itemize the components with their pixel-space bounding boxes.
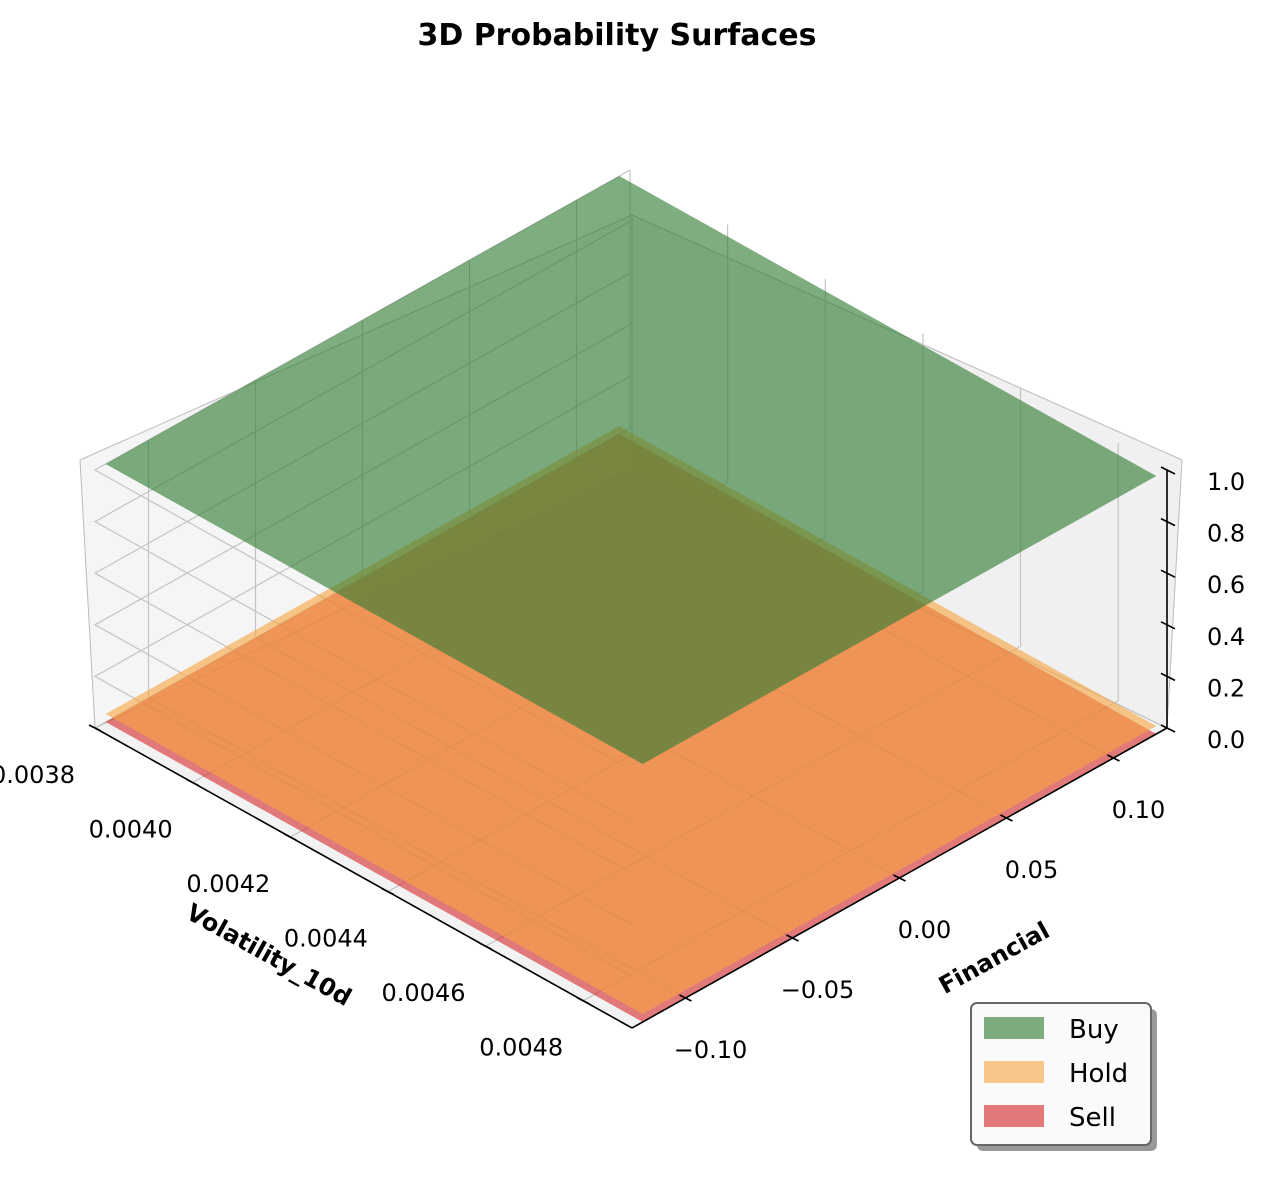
z-tick-label: 0.2 [1207,674,1245,702]
y-tick-label: −0.10 [674,1036,748,1064]
chart-title: 3D Probability Surfaces [417,18,816,53]
x-tick-label: 0.0042 [186,870,270,898]
z-tick-mark [1160,672,1176,682]
x-tick-label: 0.0040 [89,816,173,844]
x-tick-label: 0.0038 [0,761,75,789]
z-tick-label: 0.4 [1207,623,1245,651]
z-tick-mark [1160,621,1176,630]
z-tick-mark [1160,466,1176,475]
y-tick-mark [893,874,906,882]
x-tick-label: 0.0044 [284,925,368,953]
x-axis-line [94,727,633,1029]
x-tick-mark [283,833,297,841]
y-tick-label: 0.10 [1112,796,1165,824]
z-tick-mark [1160,569,1176,578]
legend-label-buy: Buy [1069,1015,1119,1045]
surface-buy [105,176,1157,764]
z-tick-label: 0.0 [1207,726,1245,754]
y-tick-mark [1000,814,1013,822]
y-tick-label: 0.00 [898,916,951,944]
legend-label-sell: Sell [1069,1103,1116,1133]
x-tick-mark [381,887,395,896]
y-tick-mark [1107,754,1120,762]
x-tick-label: 0.0048 [479,1034,563,1062]
legend-swatch-sell [984,1105,1044,1127]
z-tick-label: 0.6 [1207,571,1245,599]
y-tick-label: −0.05 [781,976,855,1004]
x-tick-mark [479,942,492,950]
y-tick-label: 0.05 [1005,856,1058,884]
legend-swatch-buy [984,1017,1044,1039]
y-tick-mark [786,934,799,942]
z-tick-label: 0.8 [1207,520,1245,548]
z-tick-mark [1160,724,1176,733]
z-tick-mark [1160,517,1176,527]
legend: Buy Hold Sell [970,1002,1157,1151]
legend-swatch-hold [984,1061,1044,1083]
legend-label-hold: Hold [1069,1059,1128,1089]
x-tick-mark [186,778,199,787]
y-tick-mark [679,994,692,1002]
x-axis-label: Volatility_10d [182,898,357,1012]
x-tick-mark [576,997,590,1005]
x-tick-label: 0.0046 [382,979,466,1007]
y-axis-label: Financial [934,916,1054,1000]
z-tick-label: 1.0 [1207,468,1245,496]
x-tick-mark [88,724,102,732]
